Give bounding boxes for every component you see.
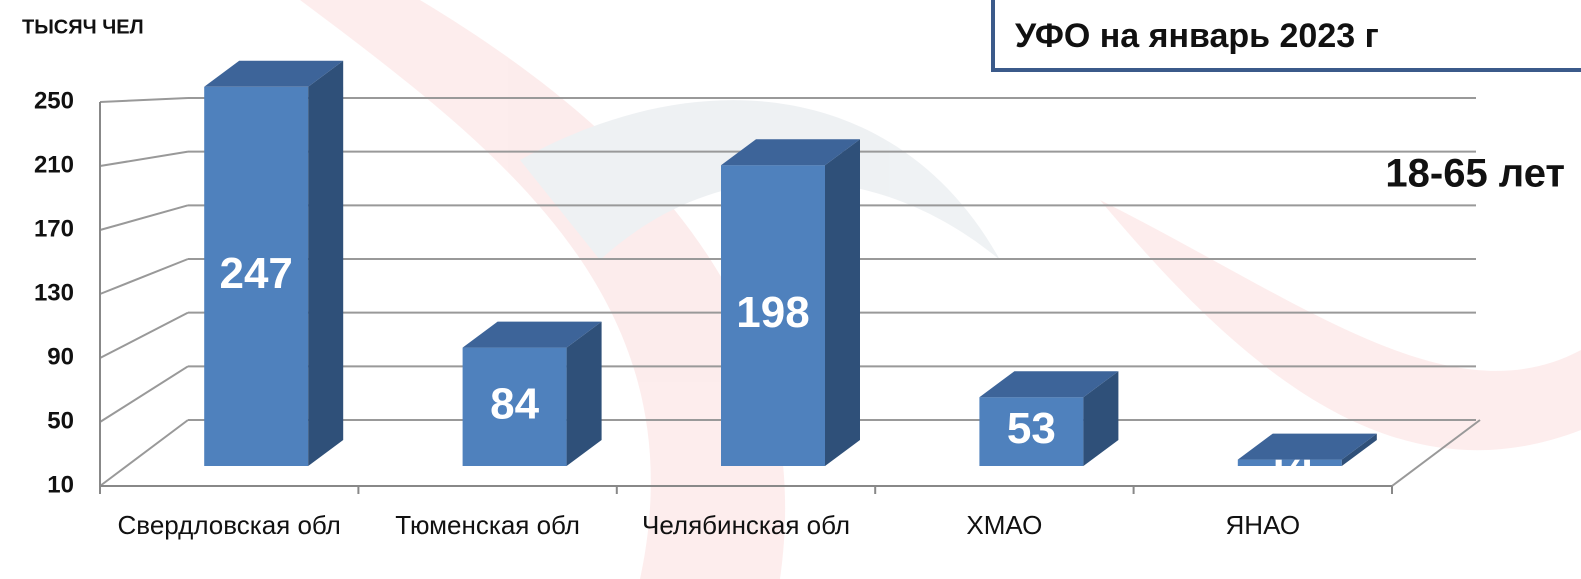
x-tick-label: ЯНАО [1225,510,1301,540]
bar [1237,459,1342,466]
bar-side [308,60,344,467]
grid-line-diagonal [99,97,189,103]
chart-title: УФО на январь 2023 г [1015,17,1379,55]
grid-line-diagonal [99,150,189,167]
bar-side [825,139,860,466]
annotation: 18-65 лет [1385,152,1565,196]
bar-side [1341,433,1377,466]
bar-top [979,371,1119,398]
y-tick-label: 10 [47,471,74,498]
grid-line-diagonal [99,258,189,295]
bar-top [204,60,344,87]
value-label: 198 [736,288,809,337]
title-box [991,0,1581,72]
y-tick-label: 130 [34,279,74,306]
y-tick-label: 50 [47,407,74,434]
value-label: 84 [490,379,539,428]
bar-side [1083,371,1119,466]
y-tick-label: 250 [34,87,74,114]
grid-line-diagonal [99,419,189,487]
y-tick-label: 90 [47,343,74,370]
y-tick-label: 170 [34,215,74,242]
grid-line-diagonal [99,365,189,423]
bar-top [462,321,602,348]
x-tick-label: Тюменская обл [395,510,580,540]
bar [462,347,567,466]
bar-side [566,321,602,466]
bar-top [1237,433,1377,460]
x-tick-label: Челябинская обл [641,510,850,540]
value-label: 247 [219,249,292,298]
background-decor [300,0,1581,579]
bar [721,165,825,466]
grid-line-diagonal [99,311,189,359]
value-label: 53 [1007,404,1056,453]
bar-top [721,139,860,166]
bar [979,397,1084,466]
x-tick-label: Свердловская обл [117,510,341,540]
grid-line-diagonal [99,204,189,231]
x-tick-label: ХМАО [966,510,1043,540]
bar [204,86,309,467]
y-tick-label: 210 [34,151,74,178]
y-axis-title: ТЫСЯЧ ЧЕЛ [22,16,144,38]
floor-edge [1391,419,1481,487]
